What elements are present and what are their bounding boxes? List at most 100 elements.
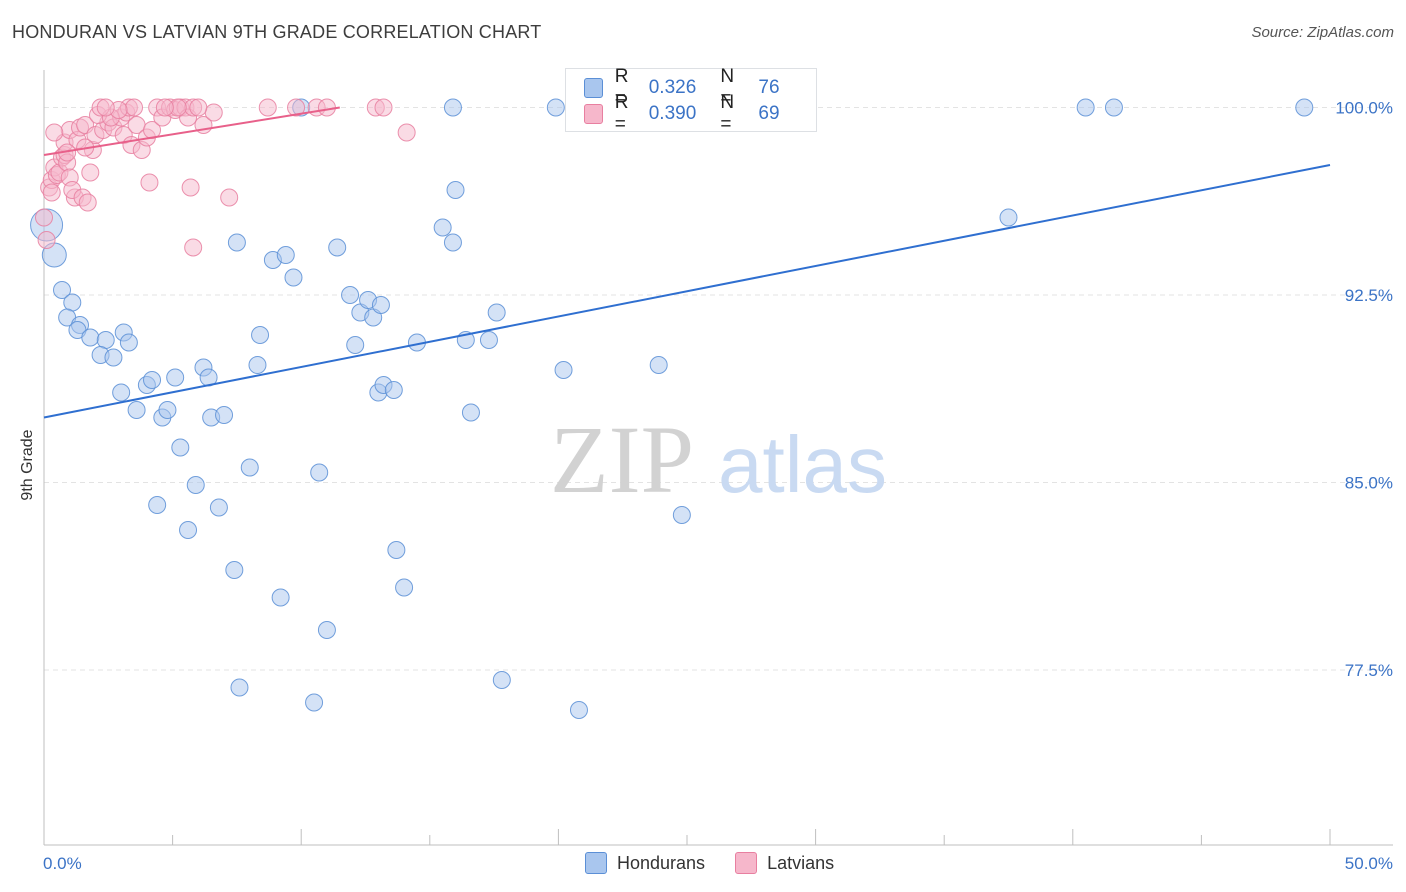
honduran-point <box>53 281 72 299</box>
honduran-point <box>387 541 406 559</box>
honduran-point <box>276 246 295 264</box>
honduran-point <box>209 498 228 517</box>
legend-r-value: 0.326 <box>648 77 697 98</box>
honduran-trend-line <box>43 164 1331 419</box>
legend-label-latvians: Latvians <box>767 852 835 873</box>
honduran-point <box>104 348 123 367</box>
honduran-point <box>1076 98 1095 117</box>
honduran-point <box>446 181 465 199</box>
honduran-point <box>569 701 588 719</box>
honduran-point <box>119 333 138 352</box>
legend-n-label: N = <box>720 66 735 109</box>
watermark-atlas: atlas <box>718 420 887 509</box>
latvian-point <box>287 98 306 117</box>
honduran-point <box>305 693 324 712</box>
legend-r-value: 0.390 <box>648 103 697 124</box>
legend-swatch-pink <box>584 104 603 124</box>
latvian-point <box>317 98 336 117</box>
legend-swatch-pink <box>735 852 758 874</box>
latvian-point <box>220 188 239 207</box>
honduran-point <box>328 238 347 257</box>
points-layer <box>30 98 1314 719</box>
latvian-point <box>374 98 393 117</box>
x-tick-label-max: 50.0% <box>1345 854 1393 873</box>
honduran-point <box>371 296 390 314</box>
legend-swatch-blue <box>584 78 603 98</box>
honduran-point <box>215 406 234 424</box>
honduran-point <box>96 331 115 349</box>
latvian-point <box>140 173 159 192</box>
axis-layer: 77.5% 85.0% 92.5% 100.0% <box>43 70 1393 846</box>
latvian-point <box>35 208 53 227</box>
honduran-point <box>227 233 246 252</box>
honduran-point <box>284 268 303 287</box>
honduran-point <box>346 336 365 354</box>
trend-layer <box>43 106 1331 419</box>
chart-title: HONDURAN VS LATVIAN 9TH GRADE CORRELATIO… <box>12 22 542 42</box>
legend-swatch-blue <box>585 852 607 874</box>
source-label: Source: ZipAtlas.com <box>1251 24 1394 41</box>
honduran-point <box>999 208 1018 227</box>
latvian-point <box>189 98 208 117</box>
honduran-point <box>492 671 511 689</box>
honduran-point <box>158 401 177 419</box>
honduran-point <box>171 438 190 457</box>
latvian-point <box>78 193 97 212</box>
honduran-point <box>271 588 290 607</box>
legend-item-hondurans[interactable]: Hondurans <box>585 852 705 874</box>
latvian-point <box>96 98 115 117</box>
y-tick-label: 100.0% <box>1335 99 1393 118</box>
legend-n-label: N = <box>720 92 735 135</box>
x-tick-label-min: 0.0% <box>43 854 82 873</box>
honduran-point <box>63 293 82 312</box>
honduran-point <box>487 303 506 322</box>
legend-label-hondurans: Hondurans <box>617 852 706 873</box>
stats-legend: R = 0.326 N = 76 R = 0.390 N = 69 <box>565 66 817 135</box>
legend-n-value: 76 <box>758 77 780 98</box>
honduran-point <box>384 381 403 399</box>
watermark-zip: ZIP <box>550 406 694 513</box>
honduran-point <box>546 98 565 117</box>
honduran-point <box>251 326 270 344</box>
honduran-point <box>310 463 329 482</box>
latvian-point <box>181 178 200 197</box>
legend-row-latvians: R = 0.390 N = 69 <box>584 92 816 135</box>
latvian-point <box>184 238 203 257</box>
y-axis-label: 9th Grade <box>19 429 36 500</box>
honduran-point <box>230 678 249 697</box>
latvian-point <box>258 98 277 117</box>
honduran-point <box>461 403 480 422</box>
honduran-point <box>166 368 185 387</box>
watermark: ZIP atlas <box>550 406 887 513</box>
series-legend: Hondurans Latvians <box>585 852 864 874</box>
honduran-point <box>443 233 462 252</box>
latvian-point <box>397 123 416 142</box>
legend-item-latvians[interactable]: Latvians <box>735 852 834 874</box>
honduran-point <box>81 328 100 347</box>
latvian-point <box>125 98 144 117</box>
honduran-point <box>317 621 336 639</box>
legend-row-hondurans: R = 0.326 N = 76 <box>584 66 816 109</box>
honduran-point <box>479 331 498 349</box>
y-tick-label: 85.0% <box>1345 474 1393 493</box>
honduran-point <box>143 371 162 389</box>
latvian-point <box>204 103 223 122</box>
honduran-point <box>341 286 360 304</box>
latvian-trend-line <box>43 106 340 156</box>
honduran-point <box>240 458 259 477</box>
honduran-point <box>443 98 462 117</box>
latvian-point <box>42 183 61 202</box>
honduran-point <box>554 361 573 379</box>
honduran-point <box>1104 98 1123 117</box>
honduran-point <box>649 356 668 374</box>
latvian-point <box>45 123 64 142</box>
honduran-point <box>395 578 414 597</box>
honduran-point <box>112 383 131 402</box>
legend-r-label: R = <box>614 92 629 135</box>
y-tick-label: 92.5% <box>1345 286 1393 305</box>
honduran-point <box>672 506 691 524</box>
honduran-point <box>433 218 452 237</box>
honduran-point <box>127 401 146 419</box>
honduran-point <box>179 521 198 539</box>
